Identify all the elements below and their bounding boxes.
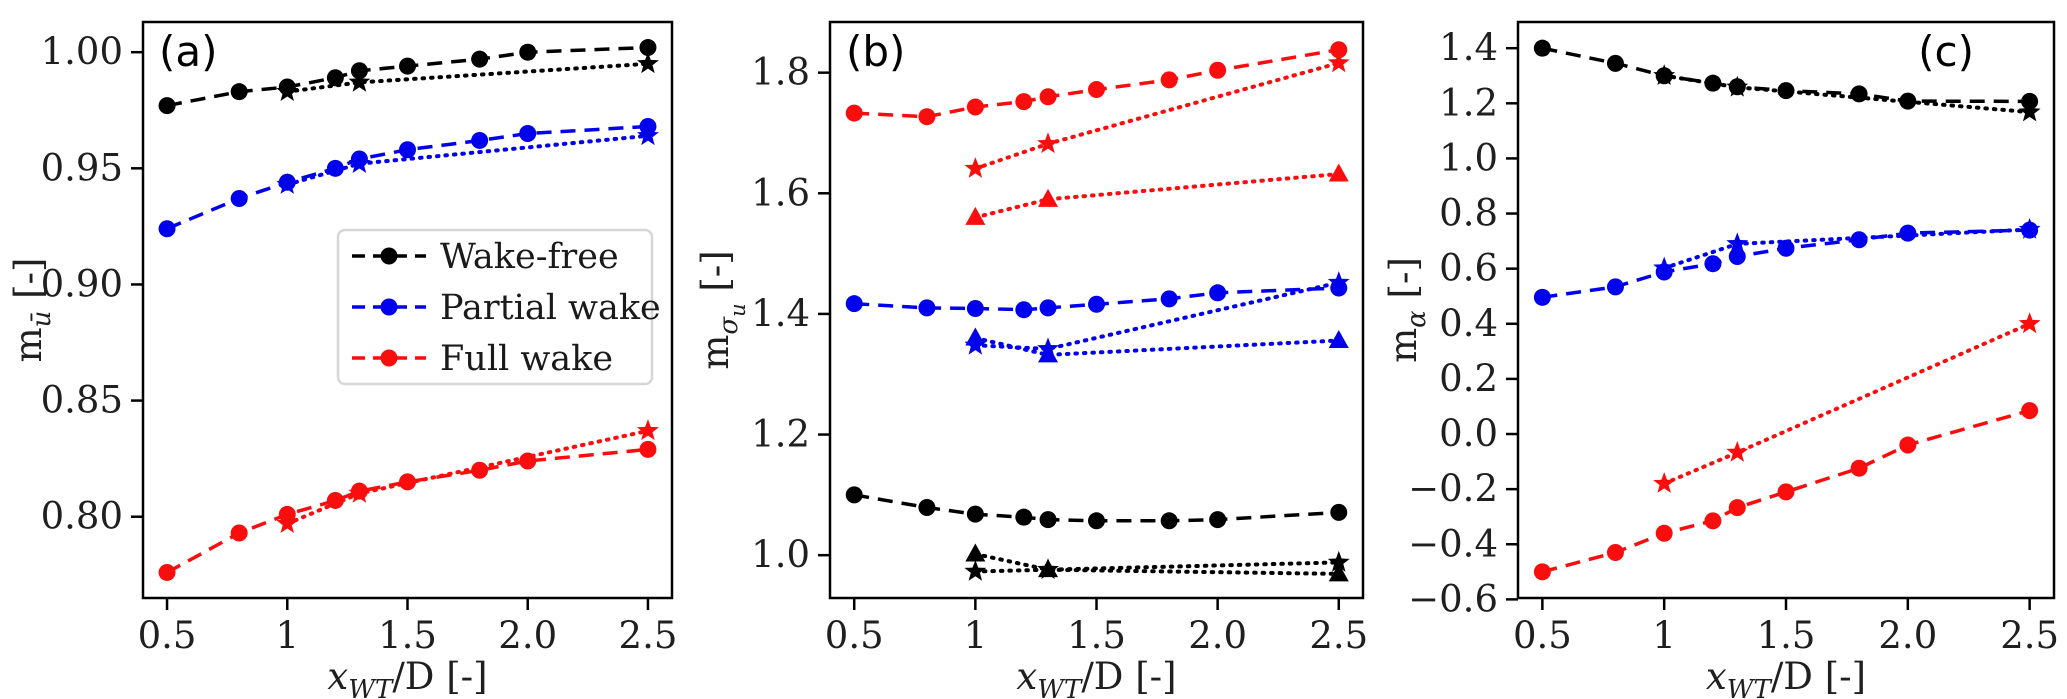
y-axis-label: mū [-] [7, 258, 57, 363]
x-tick-label: 0.5 [1513, 614, 1572, 657]
y-tick-label: −0.2 [1408, 467, 1498, 510]
series-black-wake-free-stars [1653, 64, 2041, 122]
legend-label: Full wake [440, 339, 613, 379]
panel-a-chart: 0.5 1 1.5 2.0 2.5 0.80 0.85 0.90 0.95 1.00 (a) xWT/… [0, 0, 690, 699]
y-axis: 1.0 1.2 1.4 1.6 1.8 [751, 51, 830, 576]
x-axis-label: xWT/D [-] [1016, 655, 1176, 699]
y-tick-label: 1.4 [1439, 26, 1498, 69]
y-tick-label: 0.4 [1439, 302, 1498, 345]
panel-label: (b) [846, 27, 905, 76]
y-tick-label: 1.00 [41, 30, 123, 73]
series-red-full-circles [845, 41, 1348, 126]
series-blue-partial-stars [1653, 218, 2041, 278]
x-tick-label: 1 [1652, 614, 1676, 657]
series-black-wake-free-stars [276, 52, 659, 101]
x-axis: 0.5 1 1.5 2.0 2.5 [138, 598, 678, 657]
series-red-full-circles [1533, 402, 2039, 581]
x-tick-label: 1.5 [1067, 614, 1126, 657]
y-tick-label: 1.4 [751, 292, 810, 335]
series-red-full-triangles [965, 163, 1349, 225]
y-tick-label: −0.6 [1408, 577, 1498, 620]
y-tick-label: 0.95 [41, 146, 123, 189]
series-red-full-stars [276, 419, 659, 533]
y-tick-label: 0.6 [1439, 247, 1498, 290]
x-tick-label: 1.5 [1757, 614, 1816, 657]
panel-label: (c) [1918, 27, 1974, 76]
y-tick-label: 1.2 [751, 413, 810, 456]
x-tick-label: 1 [275, 614, 299, 657]
panel-b-chart: 0.5 1 1.5 2.0 2.5 1.0 1.2 1.4 1.6 1.8 (b) xWT/D [-]… [690, 0, 1380, 699]
x-tick-label: 2.0 [1878, 614, 1937, 657]
x-tick-label: 0.5 [138, 614, 197, 657]
y-tick-label: −0.4 [1408, 522, 1498, 565]
x-tick-label: 0.5 [825, 614, 884, 657]
series-red-full-stars [1653, 312, 2041, 493]
series-red-full-stars [964, 51, 1350, 178]
y-tick-label: 1.6 [751, 171, 810, 214]
y-tick-label: 0.90 [41, 262, 123, 305]
x-tick-label: 1.5 [378, 614, 437, 657]
x-tick-label: 2.5 [2000, 614, 2059, 657]
legend-label: Partial wake [440, 288, 661, 328]
plot-frame [141, 20, 674, 600]
y-axis: −0.6 −0.4 −0.2 0.0 0.2 0.4 0.6 0.8 1.0 1.2 1.4 [1408, 26, 1518, 620]
panel-c-chart: 0.5 1 1.5 2.0 2.5 −0.6 −0.4 −0.2 0.0 0.2 0.4 0.6 0.8… [1380, 0, 2067, 699]
x-tick-label: 2.5 [619, 614, 678, 657]
y-tick-label: 1.0 [751, 533, 810, 576]
x-axis: 0.5 1 1.5 2.0 2.5 [1513, 598, 2059, 657]
series-blue-partial-stars [276, 124, 659, 194]
x-axis: 0.5 1 1.5 2.0 2.5 [825, 598, 1368, 657]
y-tick-label: 0.80 [41, 495, 123, 538]
series-black-wake-free-circles [845, 486, 1348, 530]
y-tick-label: 1.0 [1439, 136, 1498, 179]
series-blue-partial-circles [845, 279, 1348, 319]
x-tick-label: 1 [964, 614, 988, 657]
y-axis-label: mα [-] [1382, 257, 1432, 363]
series-blue-partial-triangles [965, 327, 1349, 363]
legend-label: Wake-free [440, 237, 619, 277]
y-tick-label: 0.0 [1439, 412, 1498, 455]
y-tick-label: 0.85 [41, 379, 123, 422]
series-black-wake-free-stars [964, 550, 1350, 581]
series-black-wake-free-triangles [965, 543, 1349, 582]
panel-label: (a) [159, 27, 218, 76]
y-tick-label: 1.2 [1439, 81, 1498, 124]
x-axis-label: xWT/D [-] [1706, 655, 1866, 699]
y-axis-label: mσu [-] [694, 250, 750, 370]
x-tick-label: 2.0 [498, 614, 557, 657]
plot-frame [1516, 20, 2056, 600]
y-tick-label: 0.8 [1439, 192, 1498, 235]
x-axis-label: xWT/D [-] [327, 655, 487, 699]
x-tick-label: 2.5 [1309, 614, 1368, 657]
plot-frame [828, 20, 1365, 600]
y-axis: 0.80 0.85 0.90 0.95 1.00 [41, 30, 143, 538]
y-tick-label: 1.8 [751, 51, 810, 94]
x-tick-label: 2.0 [1188, 614, 1247, 657]
legend: Wake-free Partial wake Full wake [336, 228, 661, 386]
y-tick-label: 0.2 [1439, 357, 1498, 400]
